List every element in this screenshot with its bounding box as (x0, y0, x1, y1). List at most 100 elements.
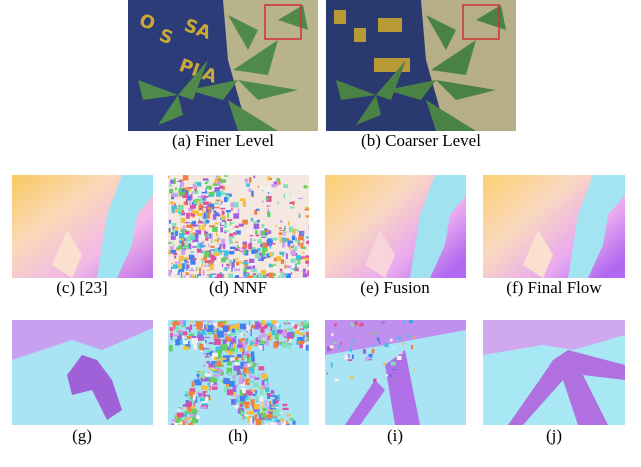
noise (411, 345, 413, 350)
noise (298, 241, 299, 246)
noise (285, 192, 289, 198)
noise (196, 371, 199, 372)
noise (192, 210, 196, 213)
noise (251, 218, 253, 221)
noise (181, 218, 185, 223)
noise (202, 225, 205, 230)
noise (298, 198, 303, 199)
noise (251, 389, 255, 392)
noise (245, 406, 249, 408)
noise (282, 238, 286, 243)
noise (194, 254, 196, 255)
noise (172, 213, 173, 216)
noise (307, 186, 312, 187)
noise (270, 422, 277, 427)
noise (271, 390, 274, 394)
noise (277, 336, 278, 338)
noise (282, 408, 288, 410)
noise (291, 272, 292, 274)
noise (183, 175, 189, 180)
noise (205, 353, 210, 354)
noise (399, 353, 403, 354)
noise (294, 325, 298, 329)
noise (226, 241, 229, 244)
noise (338, 345, 340, 348)
noise (230, 247, 236, 249)
noise (232, 400, 234, 403)
noise (171, 193, 177, 197)
noise (196, 267, 197, 271)
noise (228, 179, 234, 184)
caption: (g) (72, 426, 92, 445)
noise (249, 177, 251, 182)
noise (220, 250, 226, 251)
noise (203, 181, 205, 186)
noise (384, 343, 388, 347)
noise (197, 324, 203, 329)
noise (198, 196, 204, 198)
noise (169, 327, 172, 331)
noise (229, 251, 234, 254)
noise (171, 333, 172, 334)
noise (300, 243, 303, 248)
noise (196, 247, 200, 249)
noise (216, 191, 221, 197)
noise (265, 400, 267, 406)
noise (175, 188, 177, 191)
noise (245, 179, 249, 183)
noise (261, 224, 264, 228)
noise (180, 182, 184, 187)
noise (243, 388, 246, 394)
noise (186, 268, 187, 271)
noise (185, 272, 188, 275)
noise (306, 241, 309, 244)
noise (227, 389, 233, 395)
noise (292, 235, 295, 240)
noise (285, 268, 291, 273)
noise (249, 371, 251, 378)
noise (281, 278, 284, 282)
noise (175, 421, 179, 422)
noise (221, 372, 224, 375)
noise (255, 321, 259, 327)
noise (207, 382, 209, 386)
noise (221, 215, 223, 220)
noise (177, 181, 182, 182)
noise (205, 237, 208, 240)
noise (172, 206, 174, 212)
noise (219, 238, 221, 240)
noise (381, 322, 385, 324)
noise (252, 419, 254, 424)
noise (206, 220, 210, 223)
noise (305, 261, 311, 264)
noise (273, 342, 277, 348)
noise (191, 421, 193, 425)
noise (278, 276, 279, 279)
noise (169, 189, 173, 194)
noise (261, 338, 262, 344)
noise (200, 208, 202, 209)
noise (233, 213, 239, 218)
caption: (j) (546, 426, 562, 445)
noise (271, 405, 274, 407)
noise (192, 409, 197, 414)
noise (207, 378, 210, 381)
noise (393, 347, 396, 348)
noise (232, 329, 235, 333)
noise (258, 366, 264, 370)
noise (241, 411, 243, 415)
noise (214, 223, 218, 225)
noise (221, 267, 224, 269)
noise (186, 236, 191, 241)
noise (231, 222, 234, 223)
noise (194, 200, 196, 203)
noise (383, 362, 385, 365)
noise (204, 251, 209, 257)
noise (209, 386, 211, 391)
noise (173, 244, 175, 246)
noise (172, 263, 173, 265)
noise (306, 237, 310, 239)
noise (190, 231, 192, 232)
noise (208, 195, 213, 197)
noise (216, 258, 220, 261)
